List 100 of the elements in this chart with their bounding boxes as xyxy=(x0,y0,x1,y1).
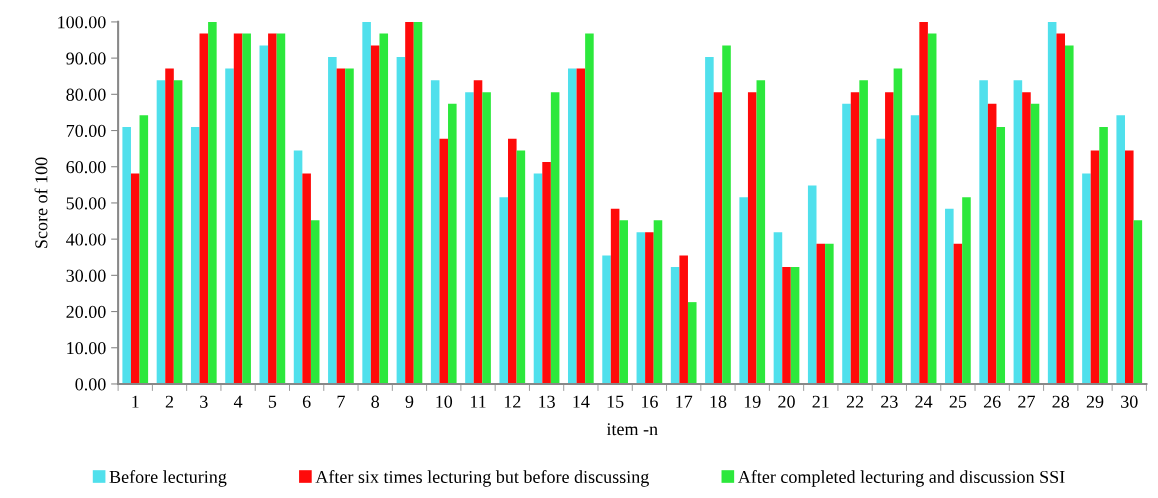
x-axis-title: item -n xyxy=(606,423,658,436)
bar xyxy=(413,21,423,384)
x-tick-label: 22 xyxy=(846,395,864,408)
bar xyxy=(722,45,731,384)
x-tick-label: 2 xyxy=(165,395,174,408)
y-tick-label: 80.00 xyxy=(66,88,106,101)
bar xyxy=(165,68,174,384)
bar xyxy=(430,80,440,384)
y-axis-title: Score of 100 xyxy=(34,157,48,248)
bar xyxy=(139,115,149,384)
bar xyxy=(670,267,680,384)
x-tick-label: 9 xyxy=(405,395,414,408)
bar xyxy=(396,57,406,384)
bar xyxy=(645,232,654,384)
x-tick-label: 28 xyxy=(1052,395,1070,408)
y-tick-label: 40.00 xyxy=(66,233,106,246)
bar xyxy=(885,92,894,384)
bar xyxy=(619,220,628,384)
bar xyxy=(156,80,166,384)
bar xyxy=(1116,115,1125,384)
bar xyxy=(293,150,303,384)
bar xyxy=(687,302,697,384)
bar xyxy=(1056,33,1066,384)
bar xyxy=(190,126,200,384)
x-tick-label: 13 xyxy=(539,395,555,408)
x-tick-label: 23 xyxy=(881,395,898,408)
x-tick-label: 10 xyxy=(436,395,453,408)
bar xyxy=(362,21,371,384)
x-tick-label: 24 xyxy=(915,395,933,408)
x-tick-label: 27 xyxy=(1018,395,1035,408)
x-tick-label: 8 xyxy=(371,395,380,408)
bar xyxy=(568,68,577,384)
bar xyxy=(1090,150,1100,384)
bar xyxy=(1125,150,1134,384)
legend-label: Before lecturing xyxy=(109,470,227,487)
x-tick-label: 25 xyxy=(949,395,967,408)
x-tick-label: 17 xyxy=(676,395,693,408)
y-tick-label: 50.00 xyxy=(66,197,106,210)
bar xyxy=(859,80,868,384)
bar xyxy=(756,80,766,384)
x-tick-label: 14 xyxy=(573,395,590,408)
y-tick-label: 70.00 xyxy=(66,124,106,138)
x-tick-label: 30 xyxy=(1121,395,1138,408)
legend-label: After completed lecturing and discussion SSI xyxy=(737,470,1065,487)
bar xyxy=(850,92,860,384)
bar xyxy=(585,33,594,384)
x-tick-label: 20 xyxy=(778,395,795,408)
bar xyxy=(542,162,551,384)
bar xyxy=(1082,173,1091,384)
bar xyxy=(807,185,817,384)
bar xyxy=(962,197,971,384)
bar xyxy=(842,103,851,384)
bar xyxy=(233,33,243,384)
bar xyxy=(1133,220,1143,384)
legend-label: After six times lecturing but before discussing xyxy=(315,470,649,487)
y-tick-label: 20.00 xyxy=(66,305,106,319)
y-tick-label: 90.00 xyxy=(66,52,106,65)
bar xyxy=(790,267,800,384)
bar xyxy=(825,243,834,384)
x-tick-label: 12 xyxy=(504,395,521,408)
bar xyxy=(816,243,826,384)
x-tick-label: 1 xyxy=(132,395,139,408)
bar xyxy=(636,232,646,384)
bar xyxy=(1065,45,1074,384)
x-tick-label: 18 xyxy=(710,395,727,408)
bar xyxy=(370,45,380,384)
x-tick-label: 4 xyxy=(233,395,243,408)
bar xyxy=(773,232,783,384)
bar xyxy=(302,173,311,384)
x-tick-label: 5 xyxy=(268,395,277,408)
x-tick-label: 3 xyxy=(200,395,208,408)
x-tick-label: 6 xyxy=(302,395,311,408)
bar xyxy=(1099,126,1108,384)
bar xyxy=(1013,80,1023,384)
bar xyxy=(199,33,209,384)
bar xyxy=(610,208,620,384)
bar xyxy=(310,220,320,384)
x-tick-label: 26 xyxy=(983,395,1001,408)
x-tick-label: 19 xyxy=(744,395,761,408)
bar xyxy=(482,92,491,384)
bar xyxy=(979,80,988,384)
bar xyxy=(705,57,714,384)
bar xyxy=(336,68,346,384)
x-tick-label: 7 xyxy=(337,395,345,408)
bar xyxy=(439,138,449,384)
bar xyxy=(379,33,389,384)
bar xyxy=(653,220,663,384)
bar xyxy=(259,45,269,384)
bar xyxy=(996,126,1006,384)
bar xyxy=(713,92,723,384)
bar xyxy=(987,103,997,384)
y-tick-label: 60.00 xyxy=(66,160,106,174)
bar xyxy=(953,243,963,384)
bar xyxy=(508,138,517,384)
bar xyxy=(876,138,886,384)
bar xyxy=(465,92,474,384)
bar xyxy=(242,33,251,384)
bar xyxy=(919,21,928,384)
bar xyxy=(602,255,611,384)
x-tick-label: 21 xyxy=(812,395,829,408)
